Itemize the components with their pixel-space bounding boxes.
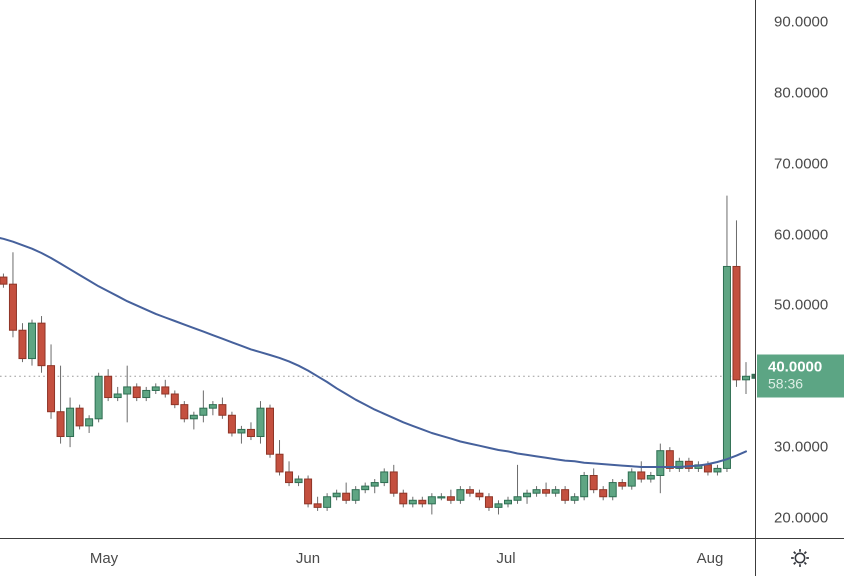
time-tick-label: Aug (696, 550, 724, 567)
chart-canvas (0, 195, 755, 515)
moving-average-line (0, 237, 747, 468)
price-tick-label: 20.0000 (774, 509, 829, 527)
price-tick-label: 70.0000 (774, 155, 829, 173)
price-axis[interactable]: 90.0000 80.0000 70.0000 60.0000 50.0000 40.00… (755, 0, 844, 538)
current-price-marker (751, 373, 755, 379)
time-tick-label: May (89, 550, 119, 567)
current-price-value: 40.0000 (768, 358, 823, 376)
chart-settings-button[interactable] (755, 538, 844, 576)
price-tick-label: 50.0000 (774, 296, 829, 314)
time-axis[interactable]: May Jun Jul Aug (0, 538, 755, 576)
price-tick-label: 30.0000 (774, 438, 829, 456)
chart-plot-area[interactable] (0, 0, 755, 538)
candlestick-series (0, 195, 750, 515)
bar-countdown-timer: 58:36 (768, 375, 804, 392)
price-tick-label: 80.0000 (774, 84, 829, 102)
gear-icon (791, 548, 809, 567)
time-tick-label: Jun (295, 550, 321, 567)
time-tick-label: Jul (496, 550, 516, 567)
price-tick-label: 90.0000 (774, 13, 829, 31)
current-price-badge: 40.0000 58:36 (757, 354, 844, 398)
price-tick-label: 60.0000 (774, 226, 829, 244)
